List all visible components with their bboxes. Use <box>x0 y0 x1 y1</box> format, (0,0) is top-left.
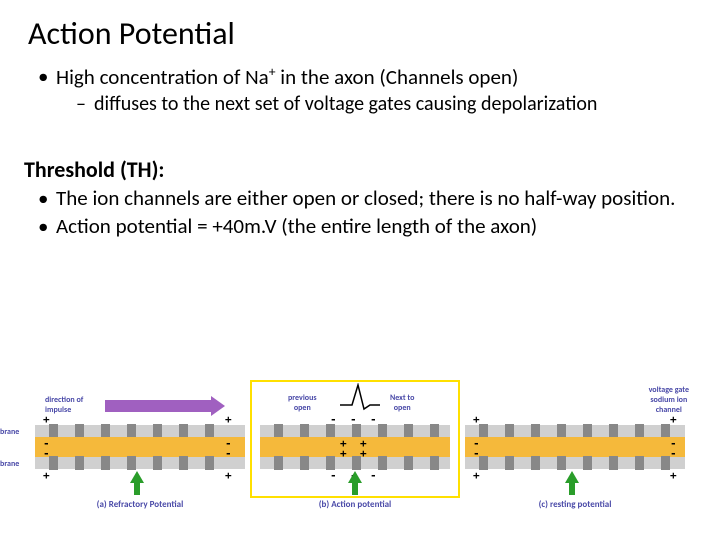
page-title: Action Potential <box>28 14 700 53</box>
section-action: previous open Next to open - - - + + + +… <box>260 385 450 495</box>
direction-label: direction of impulse <box>45 395 83 415</box>
membrane-label-bot: membrane <box>0 459 19 469</box>
membrane-top-b <box>260 425 450 437</box>
impulse-arrow-icon <box>105 400 215 412</box>
caption-b: (b) Action potential <box>260 499 450 510</box>
membrane-bot-a <box>35 457 245 469</box>
bullet-1-pre: High concentration of Na <box>56 64 269 90</box>
membrane-label-top: membrane <box>0 427 19 437</box>
next-label: Next to open <box>390 393 414 413</box>
bullet-1-sup: + <box>269 63 276 80</box>
membrane-top-c <box>465 425 685 437</box>
caption-c: (c) resting potential <box>465 499 685 510</box>
green-arrow-icon <box>348 471 362 495</box>
threshold-heading: Threshold (TH): <box>24 156 700 183</box>
green-arrow-icon <box>565 471 579 495</box>
bullet-1-post: in the axon (Channels open) <box>276 64 519 90</box>
voltage-gate-label: voltage gate sodium ion channel <box>649 385 689 415</box>
green-arrow-icon <box>130 471 144 495</box>
threshold-bullet-2: Action potential = +40m.V (the entire le… <box>38 213 700 239</box>
threshold-bullet-1: The ion channels are either open or clos… <box>38 185 700 211</box>
previous-label: previous open <box>288 393 317 413</box>
section-refractory: direction of impulse membrane axon membr… <box>35 385 245 495</box>
membrane-top-a <box>35 425 245 437</box>
axon-a <box>35 437 245 457</box>
axon-c <box>465 437 685 457</box>
spike-icon <box>340 383 380 417</box>
section-resting: voltage gate sodium ion channel + - - + … <box>465 385 685 495</box>
axon-b <box>260 437 450 457</box>
membrane-bot-b <box>260 457 450 469</box>
axon-diagram: direction of impulse membrane axon membr… <box>35 385 685 510</box>
caption-a: (a) Refractory Potential <box>35 499 245 510</box>
bullet-1: High concentration of Na+ in the axon (C… <box>38 63 700 90</box>
bullet-1-sub: diffuses to the next set of voltage gate… <box>76 92 700 116</box>
membrane-bot-c <box>465 457 685 469</box>
